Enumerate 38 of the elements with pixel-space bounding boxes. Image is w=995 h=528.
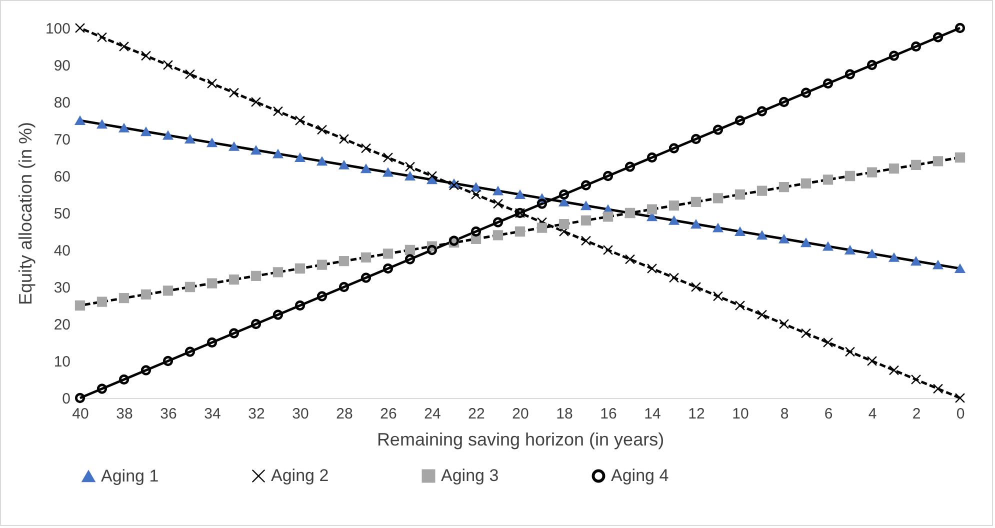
y-tick-label: 10 <box>54 354 70 370</box>
legend-label: Aging 4 <box>611 466 669 485</box>
x-tick-label: 28 <box>336 406 353 422</box>
x-axis-title: Remaining saving horizon (in years) <box>376 430 664 450</box>
x-tick-label: 22 <box>468 406 485 422</box>
x-tick-label: 20 <box>512 406 529 422</box>
y-tick-label: 100 <box>45 20 70 38</box>
x-tick-label: 14 <box>644 406 661 422</box>
x-tick-label: 24 <box>424 406 441 422</box>
x-tick-label: 4 <box>868 406 877 422</box>
x-tick-label: 30 <box>292 406 309 422</box>
y-tick-label: 60 <box>54 168 70 186</box>
x-tick-label: 36 <box>160 406 177 422</box>
y-tick-label: 50 <box>54 206 70 222</box>
legend-label: Aging 3 <box>441 466 499 485</box>
x-tick-label: 8 <box>780 406 789 422</box>
x-tick-label: 38 <box>116 406 133 422</box>
y-tick-label: 30 <box>54 280 70 296</box>
y-tick-label: 20 <box>54 316 70 334</box>
x-tick-label: 12 <box>688 406 705 422</box>
x-tick-label: 40 <box>72 406 89 422</box>
legend-label: Aging 2 <box>271 466 329 485</box>
x-tick-label: 10 <box>732 406 749 422</box>
x-tick-label: 16 <box>600 406 617 422</box>
x-tick-label: 34 <box>204 406 221 422</box>
x-tick-label: 0 <box>956 406 965 422</box>
x-tick-label: 26 <box>380 406 397 422</box>
legend-label: Aging 1 <box>101 466 159 486</box>
y-tick-label: 70 <box>54 132 70 148</box>
y-tick-label: 80 <box>54 94 70 112</box>
y-axis-title: Equity allocation (in %) <box>15 122 36 306</box>
x-tick-label: 6 <box>824 406 833 422</box>
y-tick-label: 0 <box>62 390 70 408</box>
y-tick-label: 40 <box>54 242 70 260</box>
y-tick-label: 90 <box>54 58 70 74</box>
x-tick-label: 32 <box>248 406 265 422</box>
x-tick-label: 2 <box>912 406 921 422</box>
x-tick-label: 18 <box>556 406 573 422</box>
